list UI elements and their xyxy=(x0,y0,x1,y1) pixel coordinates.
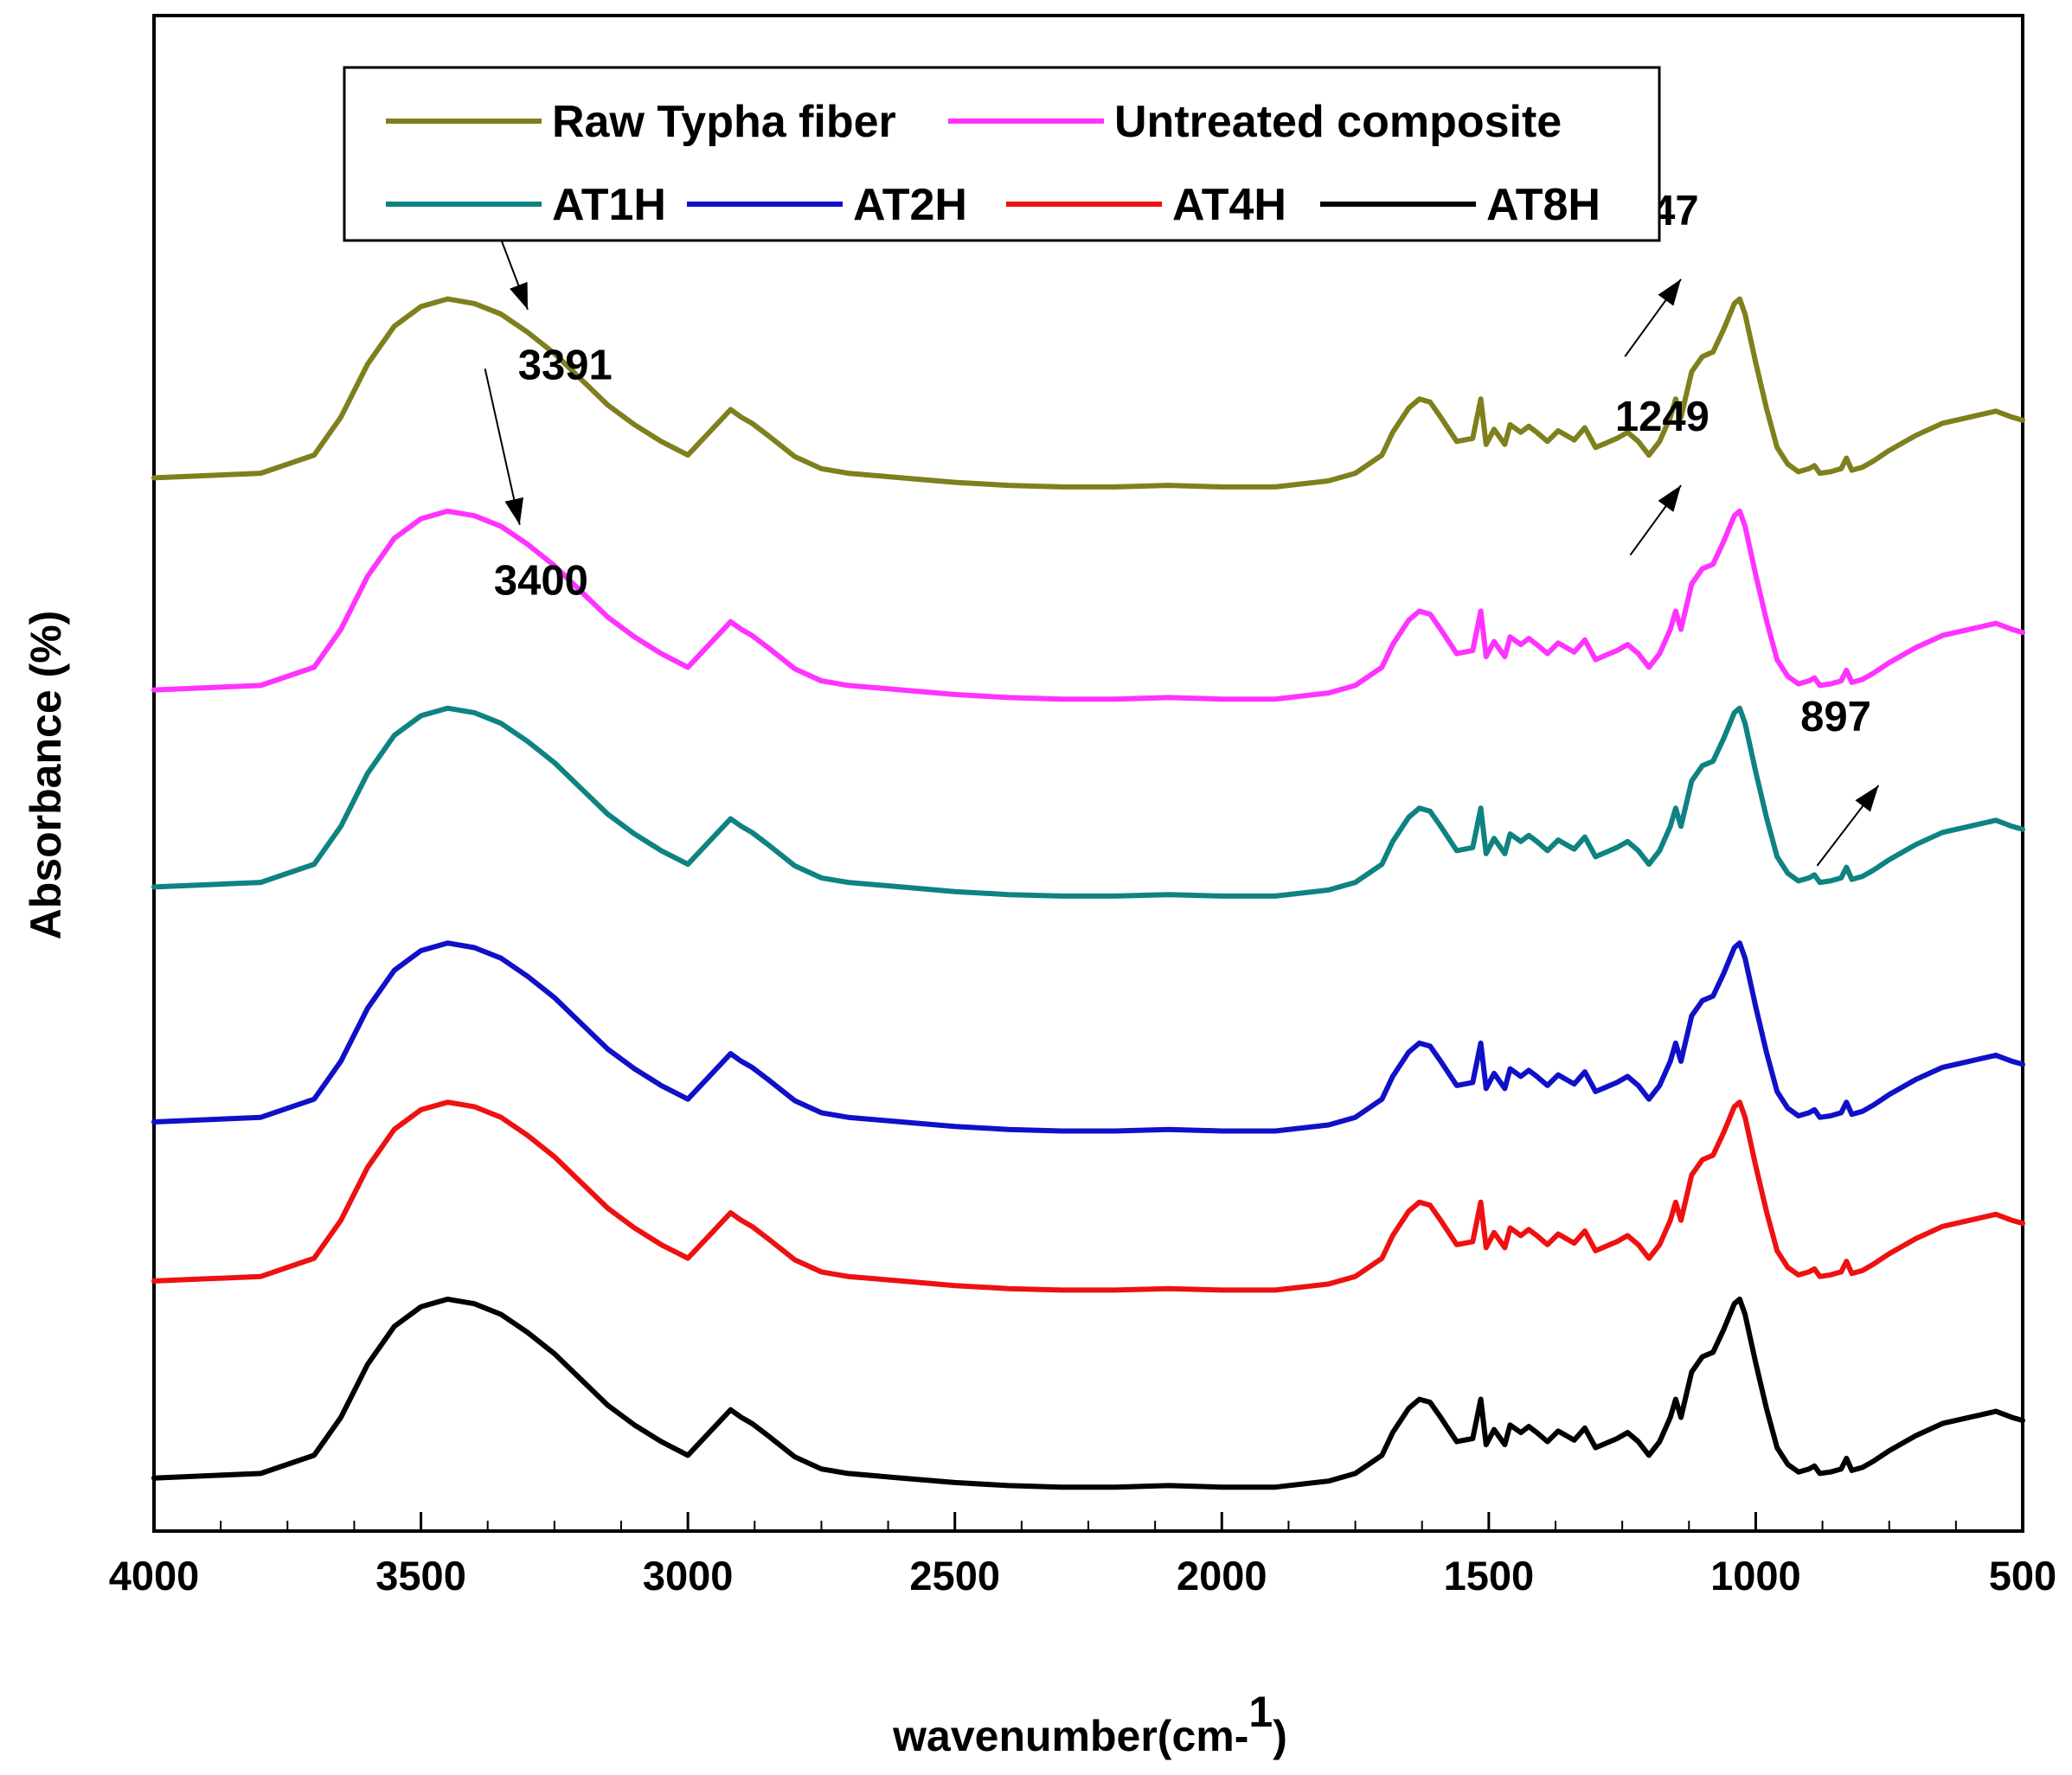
series-layer xyxy=(151,296,2025,1490)
annotation-label: 897 xyxy=(1800,694,1871,740)
y-axis-title: Absorbance (%) xyxy=(22,611,70,940)
x-tick-label: 3500 xyxy=(375,1553,466,1599)
legend-items: Raw Typha fiber Untreated composite AT1H AT… xyxy=(386,97,1601,230)
legend-box xyxy=(343,66,1661,242)
x-axis-title: wavenumber(cm-1) xyxy=(892,1688,1287,1760)
x-axis-ticks: 4000 3500 3000 2500 2000 1500 1000 500 xyxy=(109,1512,2056,1599)
series-line-4 xyxy=(151,940,2025,1134)
annotation-label: 3391 xyxy=(518,342,613,388)
x-tick-label: 2000 xyxy=(1177,1553,1267,1599)
annotation-arrowhead xyxy=(1855,785,1879,812)
annotation-arrowhead xyxy=(1658,279,1681,306)
annotation-arrowhead xyxy=(510,281,528,310)
x-axis-title-superscript: 1 xyxy=(1248,1688,1273,1736)
legend-label: AT2H xyxy=(853,180,967,230)
x-tick-label: 4000 xyxy=(109,1553,200,1599)
x-axis-title-close: ) xyxy=(1273,1712,1287,1760)
series-line-2 xyxy=(151,508,2025,702)
annotation-label: 1249 xyxy=(1615,394,1710,440)
legend-label: Untreated composite xyxy=(1114,97,1562,147)
legend-label: Raw Typha fiber xyxy=(552,97,896,147)
legend-label: AT8H xyxy=(1486,180,1601,230)
x-tick-label: 1000 xyxy=(1710,1553,1801,1599)
legend-label: AT1H xyxy=(552,180,666,230)
annotation-label: 3400 xyxy=(494,557,588,604)
series-line-6 xyxy=(151,1296,2025,1490)
x-tick-label: 1500 xyxy=(1444,1553,1535,1599)
legend: Raw Typha fiber Untreated composite AT1H AT… xyxy=(343,66,1661,242)
x-tick-label: 500 xyxy=(1989,1553,2056,1599)
annotation-layer: 3391124734001249897 xyxy=(468,154,1880,867)
x-tick-label: 2500 xyxy=(909,1553,1000,1599)
annotation-arrow-line xyxy=(484,368,521,525)
series-line-1 xyxy=(151,296,2025,490)
annotation-arrowhead xyxy=(504,497,523,525)
series-line-5 xyxy=(151,1099,2025,1293)
annotation-arrowhead xyxy=(1658,485,1681,512)
x-axis-title-main: wavenumber(cm- xyxy=(892,1712,1248,1760)
series-line-3 xyxy=(151,705,2025,899)
legend-label: AT4H xyxy=(1172,180,1286,230)
x-tick-label: 3000 xyxy=(643,1553,734,1599)
